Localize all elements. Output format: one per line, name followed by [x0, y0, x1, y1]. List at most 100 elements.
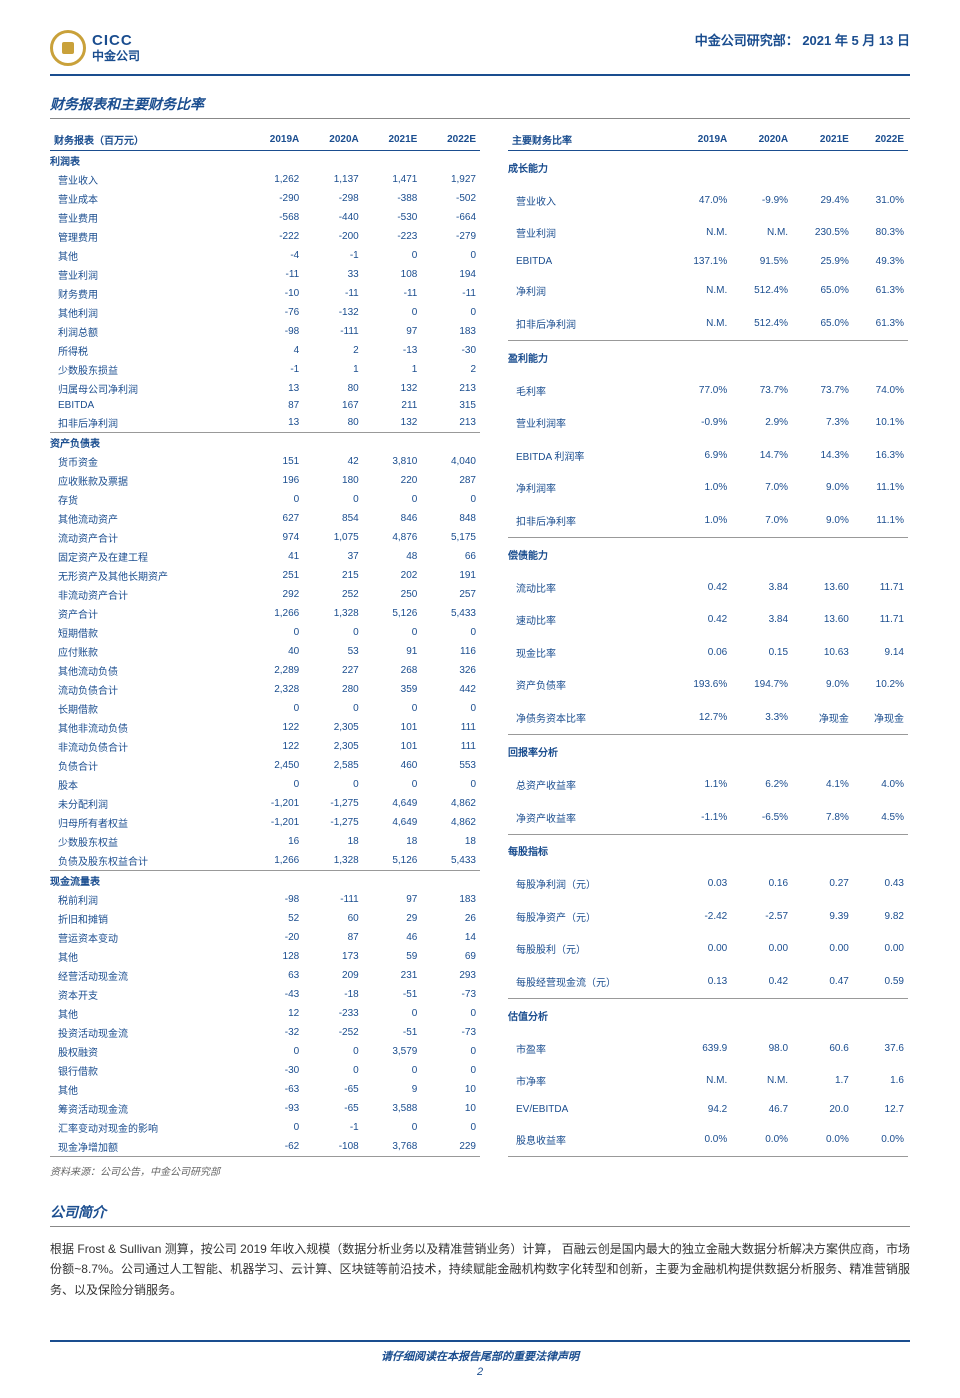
table-cell: 固定资产及在建工程 [50, 547, 244, 566]
table-cell: 639.9 [670, 1032, 731, 1065]
section-heading: 回报率分析 [508, 735, 908, 768]
table-cell: 268 [363, 661, 422, 680]
table-cell: 利润总额 [50, 322, 244, 341]
table-cell: -11 [363, 284, 422, 303]
table-cell: 2.9% [731, 407, 792, 440]
table-cell: 0 [421, 1042, 480, 1061]
table-row: 管理费用-222-200-223-279 [50, 227, 480, 246]
logo-cn: 中金公司 [92, 50, 140, 63]
table-cell: 0.00 [792, 933, 853, 966]
table-cell: 无形资产及其他长期资产 [50, 566, 244, 585]
table-cell: 市盈率 [508, 1032, 670, 1065]
table-cell: -233 [303, 1004, 363, 1023]
table-cell: 1,927 [421, 170, 480, 189]
page-number: 2 [50, 1366, 910, 1378]
table-cell: 1 [363, 360, 422, 379]
table-cell: 0 [303, 699, 363, 718]
table-cell: 0.0% [670, 1123, 731, 1157]
table-cell: 长期借款 [50, 699, 244, 718]
table-cell: 3.84 [731, 571, 792, 604]
table-cell: 61.3% [853, 307, 908, 340]
table-cell: 257 [421, 585, 480, 604]
table-row: 其他-4-100 [50, 246, 480, 265]
table-cell: 73.7% [731, 374, 792, 407]
table-cell: 1.1% [670, 768, 731, 801]
table-cell: 所得税 [50, 341, 244, 360]
table-cell: 货币资金 [50, 452, 244, 471]
table-row: 每股股利（元）0.000.000.000.00 [508, 933, 908, 966]
table-cell: 215 [303, 566, 363, 585]
table-row: 其他利润-76-13200 [50, 303, 480, 322]
section-heading: 偿债能力 [508, 538, 908, 571]
table-cell: -1 [244, 360, 304, 379]
table-cell: 29 [363, 909, 422, 928]
table-cell: 0 [363, 490, 422, 509]
table-row: 资产负债率193.6%194.7%9.0%10.2% [508, 669, 908, 702]
table-cell: -108 [303, 1137, 363, 1157]
table-cell: 137.1% [670, 249, 731, 275]
table-cell: -30 [244, 1061, 304, 1080]
table-row: 营业成本-290-298-388-502 [50, 189, 480, 208]
table-row: 所得税42-13-30 [50, 341, 480, 360]
table-cell: 553 [421, 756, 480, 775]
table-cell: 33 [303, 265, 363, 284]
table-cell: 0 [421, 1118, 480, 1137]
table-cell: 银行借款 [50, 1061, 244, 1080]
table-row: 速动比率0.423.8413.6011.71 [508, 604, 908, 637]
table-cell: 196 [244, 471, 304, 490]
table-cell: 49.3% [853, 249, 908, 275]
table-row: 现金比率0.060.1510.639.14 [508, 636, 908, 669]
table-cell: 101 [363, 718, 422, 737]
table-cell: 5,175 [421, 528, 480, 547]
table-row: 其他流动资产627854846848 [50, 509, 480, 528]
table-cell: N.M. [731, 216, 792, 249]
table-row: 市净率N.M.N.M.1.71.6 [508, 1064, 908, 1097]
table-cell: 筹资活动现金流 [50, 1099, 244, 1118]
table-cell: 其他流动资产 [50, 509, 244, 528]
table-cell: 营业收入 [508, 184, 670, 217]
table-cell: -252 [303, 1023, 363, 1042]
table-row: 其他非流动负债1222,305101111 [50, 718, 480, 737]
table-row: 长期借款0000 [50, 699, 480, 718]
table-cell: 1.6 [853, 1064, 908, 1097]
table-cell: 74.0% [853, 374, 908, 407]
table-cell: 2,450 [244, 756, 304, 775]
table-row: 流动比率0.423.8413.6011.71 [508, 571, 908, 604]
table-cell: -11 [421, 284, 480, 303]
table-cell: 1.0% [670, 472, 731, 505]
table-cell: 40 [244, 642, 304, 661]
table-cell: 0 [363, 623, 422, 642]
table-cell: 167 [303, 398, 363, 413]
table-cell: 营运资本变动 [50, 928, 244, 947]
table-cell: 37 [303, 547, 363, 566]
table-cell: 11.71 [853, 604, 908, 637]
table-cell: EBITDA [508, 249, 670, 275]
table-row: 其他1281735969 [50, 947, 480, 966]
table-cell: 293 [421, 966, 480, 985]
table-cell: 4,862 [421, 794, 480, 813]
table-cell: -63 [244, 1080, 304, 1099]
table-cell: 净现金 [853, 701, 908, 734]
page-header: CICC 中金公司 中金公司研究部： 2021 年 5 月 13 日 [50, 30, 910, 76]
table-cell: -20 [244, 928, 304, 947]
table-row: 经营活动现金流63209231293 [50, 966, 480, 985]
table-cell: 69 [421, 947, 480, 966]
table-cell: 0.42 [731, 965, 792, 998]
table-cell: 9.0% [792, 504, 853, 537]
table-cell: 资产合计 [50, 604, 244, 623]
table-cell: 292 [244, 585, 304, 604]
table-cell: 846 [363, 509, 422, 528]
table-cell: 归属母公司净利润 [50, 379, 244, 398]
table-cell: 0.59 [853, 965, 908, 998]
table-cell: 应付账款 [50, 642, 244, 661]
table-cell: 0 [363, 1061, 422, 1080]
table-cell: -664 [421, 208, 480, 227]
table-cell: 252 [303, 585, 363, 604]
table-cell: 5,433 [421, 604, 480, 623]
table-cell: -0.9% [670, 407, 731, 440]
table-cell: 231 [363, 966, 422, 985]
table-row: 负债及股东权益合计1,2661,3285,1265,433 [50, 851, 480, 871]
table-cell: N.M. [731, 1064, 792, 1097]
table-cell: -65 [303, 1099, 363, 1118]
table-cell: 14 [421, 928, 480, 947]
